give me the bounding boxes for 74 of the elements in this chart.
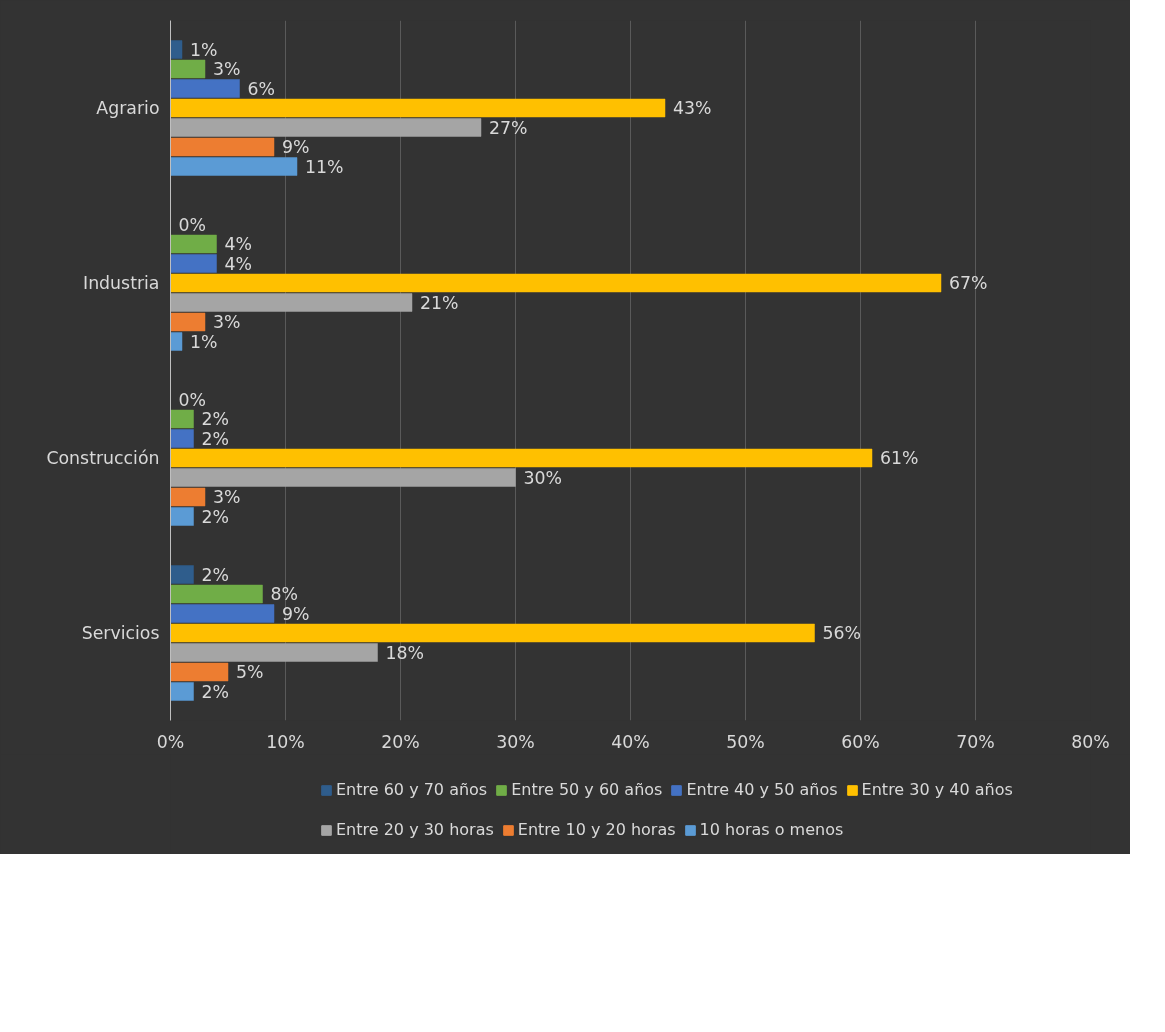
legend-label: Entre 40 y 50 años: [686, 780, 838, 799]
data-label: 9%: [282, 603, 310, 624]
data-label: 61%: [880, 448, 919, 468]
x-tick-label: 20%: [381, 731, 420, 752]
data-label: 21%: [420, 292, 459, 313]
data-label: 3%: [213, 59, 241, 79]
legend-label: Entre 20 y 30 horas: [336, 820, 494, 839]
data-label: 27%: [489, 117, 528, 138]
bar: [170, 662, 229, 682]
data-label: 2%: [201, 428, 229, 449]
bar: [170, 584, 263, 604]
legend-label: 10 horas o menos: [699, 820, 844, 839]
y-tick-label: Servicios: [81, 623, 160, 643]
x-tick-label: 30%: [496, 731, 535, 752]
data-label: 5%: [236, 662, 264, 682]
bar: [170, 40, 183, 59]
bar: [170, 623, 815, 643]
x-tick-label: 60%: [841, 731, 880, 752]
legend-label: Entre 60 y 70 años: [336, 780, 488, 799]
bar: [170, 312, 206, 332]
legend-label: Entre 10 y 20 horas: [517, 820, 676, 839]
bar: [170, 79, 240, 98]
data-label: 56%: [822, 623, 862, 643]
data-label: 8%: [270, 584, 298, 604]
bar: [170, 137, 275, 157]
data-label: 0%: [178, 214, 206, 235]
data-label: 18%: [385, 642, 425, 663]
bar: [170, 643, 378, 662]
x-tick-label: 40%: [611, 731, 650, 752]
bar: [170, 448, 873, 468]
data-label: 67%: [949, 273, 988, 293]
bar: [170, 59, 206, 79]
data-label: 9%: [282, 137, 310, 157]
bar: [170, 234, 217, 254]
data-label: 2%: [201, 564, 229, 585]
data-label: 2%: [201, 409, 229, 429]
bar: [170, 254, 217, 273]
bar: [170, 273, 942, 293]
bar: [170, 293, 413, 312]
bar: [170, 487, 206, 507]
bar: [170, 565, 194, 584]
y-tick-label: Industria: [83, 273, 160, 293]
bar: [170, 118, 482, 137]
data-label: 2%: [201, 506, 229, 527]
data-label: 0%: [178, 389, 206, 410]
data-label: 11%: [305, 156, 344, 177]
x-tick-label: 50%: [726, 731, 765, 752]
data-label: 43%: [673, 98, 712, 118]
data-label: 4%: [224, 234, 252, 254]
bar: [170, 507, 194, 526]
x-tick-label: 80%: [1071, 731, 1110, 752]
bar: [170, 604, 275, 623]
x-tick-label: 0%: [156, 731, 185, 752]
bar: [170, 332, 183, 351]
data-label: 3%: [213, 487, 241, 507]
data-label: 3%: [213, 312, 241, 332]
data-label: 30%: [523, 467, 563, 488]
x-tick-label: 70%: [956, 731, 995, 752]
bar: [170, 409, 194, 429]
bar: [170, 682, 194, 701]
bar: [170, 429, 194, 448]
data-label: 6%: [247, 78, 275, 99]
bar: [170, 98, 666, 118]
data-label: 4%: [224, 253, 252, 274]
bar: [170, 468, 516, 487]
y-tick-label: Agrario: [96, 98, 160, 118]
y-tick-label: Construcción: [46, 448, 160, 468]
legend-label: Entre 30 y 40 años: [861, 780, 1013, 799]
x-tick-label: 10%: [266, 731, 305, 752]
data-label: 1%: [190, 39, 218, 60]
legend-label: Entre 50 y 60 años: [511, 780, 663, 799]
data-label: 1%: [190, 331, 218, 352]
data-label: 2%: [201, 681, 229, 702]
bar: [170, 157, 298, 176]
